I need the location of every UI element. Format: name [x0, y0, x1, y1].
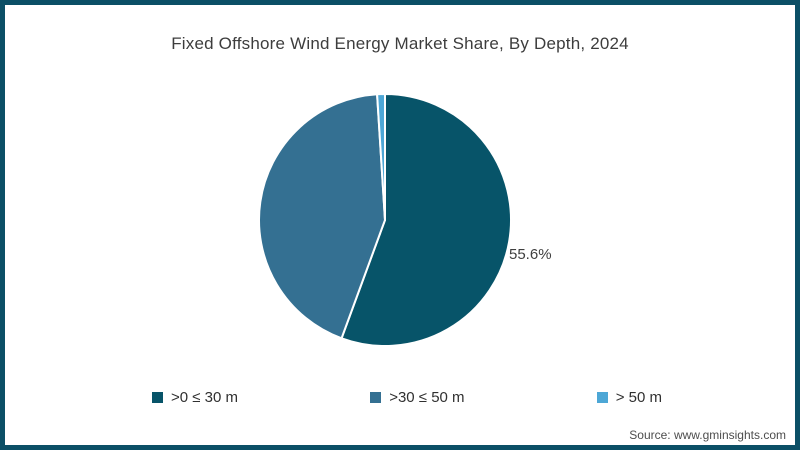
slice-percent-label: 55.6%	[509, 246, 552, 263]
legend-swatch-icon	[596, 392, 608, 403]
legend-item-30-50m[interactable]: >30 ≤ 50 m	[370, 389, 465, 406]
pie-slice[interactable]	[340, 93, 512, 347]
legend-item-0-30m[interactable]: >0 ≤ 30 m	[152, 389, 238, 406]
legend-label: >0 ≤ 30 m	[171, 389, 239, 406]
pie-slice[interactable]	[376, 93, 386, 221]
legend-swatch-icon	[370, 392, 382, 403]
chart-title: Fixed Offshore Wind Energy Market Share,…	[171, 34, 629, 53]
pie-chart[interactable]	[245, 80, 525, 360]
legend: >0 ≤ 30 m >30 ≤ 50 m > 50 m	[152, 389, 662, 406]
source-text: Source: www.gminsights.com	[629, 428, 786, 442]
legend-label: > 50 m	[615, 389, 662, 406]
legend-item-over-50m[interactable]: > 50 m	[596, 389, 662, 406]
pie-slice[interactable]	[258, 93, 386, 340]
legend-label: >30 ≤ 50 m	[389, 389, 465, 406]
legend-swatch-icon	[152, 392, 163, 403]
